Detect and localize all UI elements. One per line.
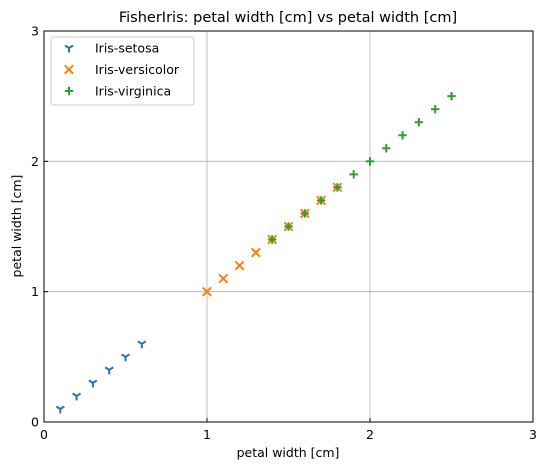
legend: Iris-setosa Iris-versicolor Iris-virginica: [51, 37, 194, 105]
legend-entry-label: Iris-versicolor: [95, 62, 180, 77]
y-tick-label: 0: [31, 415, 39, 430]
legend-entry-label: Iris-setosa: [95, 41, 159, 56]
x-tick-label: 3: [529, 427, 537, 442]
chart-title: FisherIris: petal width [cm] vs petal wi…: [119, 10, 457, 26]
x-axis-label: petal width [cm]: [237, 445, 340, 460]
x-tick-label: 1: [203, 427, 211, 442]
y-axis-label: petal width [cm]: [9, 175, 24, 278]
x-tick-label: 0: [40, 427, 48, 442]
legend-entry-label: Iris-virginica: [95, 84, 171, 99]
y-tick-label: 3: [31, 24, 39, 39]
y-tick-label: 2: [31, 154, 39, 169]
y-tick-label: 1: [31, 284, 39, 299]
x-tick-label: 2: [366, 427, 374, 442]
